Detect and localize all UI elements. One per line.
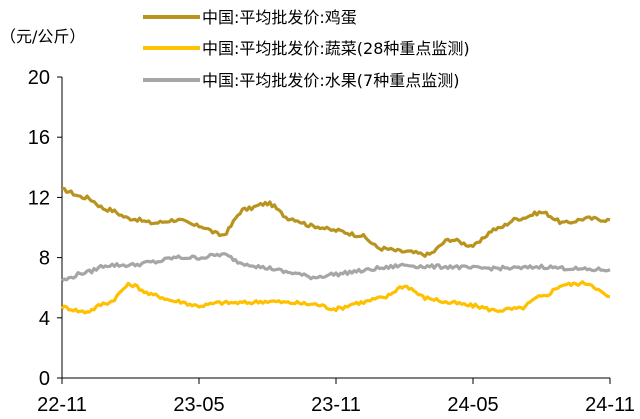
legend-entry-label: 中国:平均批发价:蔬菜(28种重点监测) bbox=[202, 39, 470, 58]
axes: 0 4 8 12 16 20 22-11 23-05 23-11 24-05 24-11 bbox=[28, 67, 635, 416]
y-tick-label: 16 bbox=[28, 127, 50, 149]
y-tick-label: 4 bbox=[39, 308, 50, 330]
y-tick-label: 12 bbox=[28, 187, 50, 209]
series-line bbox=[61, 252, 611, 282]
x-tick-label: 24-05 bbox=[447, 394, 498, 416]
y-tick-label: 0 bbox=[39, 368, 50, 390]
x-tick-label: 23-11 bbox=[311, 394, 361, 416]
y-axis-unit-label: （元/公斤） bbox=[0, 27, 85, 46]
x-tick-label: 23-05 bbox=[173, 394, 224, 416]
x-tick-label: 22-11 bbox=[37, 394, 87, 416]
series-line bbox=[60, 280, 611, 315]
series-group bbox=[60, 186, 611, 315]
legend-entry-label: 中国:平均批发价:鸡蛋 bbox=[202, 8, 357, 27]
y-tick-label: 20 bbox=[28, 67, 50, 89]
series-line bbox=[61, 186, 611, 258]
y-tick-label: 8 bbox=[39, 248, 50, 270]
legend-entry-label: 中国:平均批发价:水果(7种重点监测) bbox=[202, 71, 459, 90]
x-tick-label: 24-11 bbox=[585, 394, 635, 416]
